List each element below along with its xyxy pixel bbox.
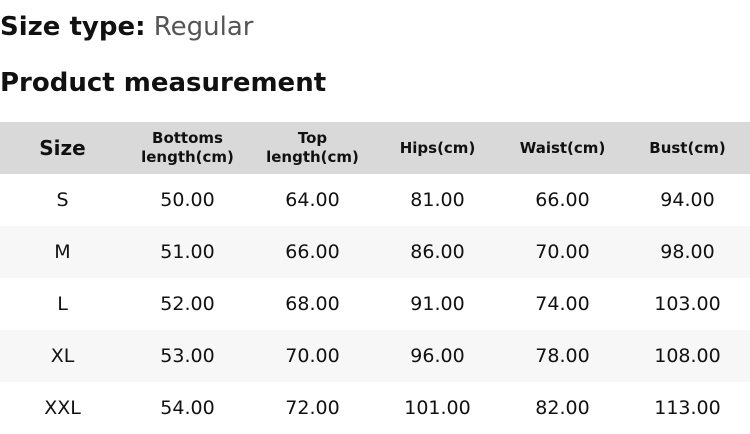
column-header: Bust(cm) <box>625 122 750 174</box>
table-cell: 82.00 <box>535 397 590 419</box>
column-header: Bottoms length(cm) <box>125 122 250 174</box>
table-cell: 96.00 <box>375 330 500 382</box>
size-type-value: Regular <box>153 12 254 42</box>
column-header: Top length(cm) <box>250 122 375 174</box>
table-cell: 81.00 <box>410 189 465 211</box>
table-cell: 78.00 <box>500 330 625 382</box>
table-row: XXL 54.00 72.00 101.00 82.00 113.00 <box>0 382 750 434</box>
column-header: Waist(cm) <box>500 122 625 174</box>
table-cell: 54.00 <box>160 397 215 419</box>
table-row: S 50.00 64.00 81.00 66.00 94.00 <box>0 174 750 226</box>
table-cell: 50.00 <box>160 189 215 211</box>
table-cell: 98.00 <box>625 226 750 278</box>
table-cell: 101.00 <box>404 397 471 419</box>
table-cell: 74.00 <box>535 293 590 315</box>
column-header: Hips(cm) <box>375 122 500 174</box>
table-cell: 91.00 <box>410 293 465 315</box>
table-cell: 64.00 <box>285 189 340 211</box>
column-header: Size <box>0 122 125 174</box>
size-type: Size type: Regular <box>0 12 253 42</box>
size-type-label: Size type: <box>0 12 146 42</box>
table-row: XL 53.00 70.00 96.00 78.00 108.00 <box>0 330 750 382</box>
table-cell: 52.00 <box>160 293 215 315</box>
table-cell: 108.00 <box>625 330 750 382</box>
table-cell: 68.00 <box>285 293 340 315</box>
table-cell: S <box>56 189 69 211</box>
table-cell: 86.00 <box>375 226 500 278</box>
table-cell: M <box>0 226 125 278</box>
table-cell: 66.00 <box>535 189 590 211</box>
table-cell: 70.00 <box>500 226 625 278</box>
table-row: L 52.00 68.00 91.00 74.00 103.00 <box>0 278 750 330</box>
measurement-table: Size Bottoms length(cm) Top length(cm) Hips… <box>0 122 750 434</box>
table-cell: 94.00 <box>660 189 715 211</box>
table-cell: 72.00 <box>285 397 340 419</box>
table-cell: L <box>57 293 68 315</box>
table-row: M 51.00 66.00 86.00 70.00 98.00 <box>0 226 750 278</box>
table-cell: XL <box>0 330 125 382</box>
page-title: Product measurement <box>0 68 327 98</box>
table-cell: 51.00 <box>125 226 250 278</box>
table-cell: 113.00 <box>654 397 721 419</box>
table-cell: XXL <box>44 397 81 419</box>
table-cell: 70.00 <box>250 330 375 382</box>
table-cell: 66.00 <box>250 226 375 278</box>
table-cell: 53.00 <box>125 330 250 382</box>
table-cell: 103.00 <box>654 293 721 315</box>
